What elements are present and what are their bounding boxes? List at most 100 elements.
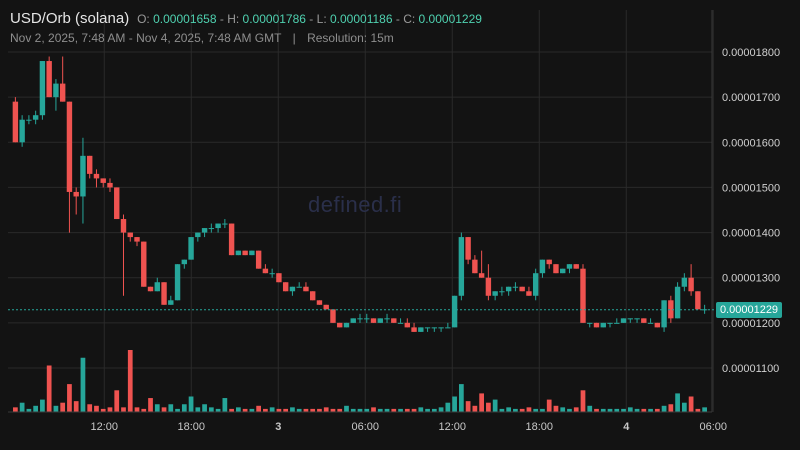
candle xyxy=(418,327,424,332)
volume-bar xyxy=(296,408,302,412)
candle-body xyxy=(59,83,66,102)
candle-body xyxy=(337,322,343,328)
volume-bar xyxy=(100,408,106,412)
candle xyxy=(32,110,39,125)
candle xyxy=(46,56,52,98)
candle xyxy=(147,286,154,292)
last-price-badge: 0.00001229 xyxy=(716,301,782,318)
candle xyxy=(323,304,329,310)
volume-bar xyxy=(472,405,478,412)
candle xyxy=(53,79,59,111)
high-value: 0.00001786 xyxy=(242,12,306,26)
candle-body xyxy=(343,322,350,328)
volume-bar xyxy=(94,405,99,412)
volume-bar xyxy=(391,408,397,412)
volume-bar xyxy=(438,407,444,412)
candle-body xyxy=(73,191,79,197)
volume-bar xyxy=(188,396,194,412)
candle xyxy=(661,300,667,332)
y-tick-label: 0.00001200 xyxy=(722,318,780,330)
candle xyxy=(397,318,404,324)
volume-bar xyxy=(344,405,349,412)
volume-bar xyxy=(283,408,289,412)
candle xyxy=(330,309,336,323)
high-label: H: xyxy=(227,12,240,26)
volume-bar xyxy=(627,407,633,412)
volume-bar xyxy=(127,350,133,412)
candle xyxy=(228,223,235,256)
candle-body xyxy=(418,327,424,332)
candle xyxy=(161,282,167,305)
candle xyxy=(553,264,559,274)
volume-bar xyxy=(506,407,512,412)
candle-body xyxy=(499,291,505,293)
candle xyxy=(674,282,681,319)
candle xyxy=(276,273,282,283)
volume-bar xyxy=(364,408,370,412)
volume-bar xyxy=(303,408,309,412)
candle-body xyxy=(377,318,383,323)
candle-body xyxy=(12,101,19,143)
candle xyxy=(174,264,181,301)
candle-body xyxy=(141,241,147,287)
volume-bar xyxy=(73,401,79,412)
candle xyxy=(438,327,444,332)
candle xyxy=(519,286,525,292)
candle-body xyxy=(19,119,25,143)
volume-bar xyxy=(13,407,18,412)
candle xyxy=(688,264,694,296)
candle-body xyxy=(492,291,498,296)
candle xyxy=(391,318,397,323)
candle xyxy=(26,115,32,125)
date-range: Nov 2, 2025, 7:48 AM - Nov 4, 2025, 7:48… xyxy=(10,31,282,45)
candle-body xyxy=(566,264,573,269)
volume-bar xyxy=(634,408,640,412)
volume-bar xyxy=(587,405,593,412)
volume-bar xyxy=(33,405,39,412)
candle-body xyxy=(289,286,296,292)
candle-body xyxy=(26,119,32,121)
volume-bar xyxy=(492,399,498,412)
candle xyxy=(337,322,343,328)
candle-body xyxy=(39,61,46,116)
volume-bar xyxy=(621,408,626,412)
candle xyxy=(546,259,552,269)
candle xyxy=(641,318,647,323)
candle xyxy=(627,318,633,323)
volume-bar xyxy=(445,402,451,412)
candle xyxy=(66,101,73,233)
volume-bar xyxy=(654,408,660,412)
candle xyxy=(668,295,674,323)
x-tick-label: 06:00 xyxy=(699,421,727,433)
watermark: defined.fi xyxy=(308,192,403,217)
ohlc-readout: O: 0.00001658 - H: 0.00001786 - L: 0.000… xyxy=(137,12,482,26)
volume-bar xyxy=(526,407,532,412)
volume-bar xyxy=(519,408,525,412)
low-label: L: xyxy=(316,12,327,26)
close-value: 0.00001229 xyxy=(418,12,482,26)
candle-body xyxy=(465,237,471,260)
candle xyxy=(59,56,66,102)
volume-bar xyxy=(688,396,694,412)
volume-bar xyxy=(175,408,180,412)
candle xyxy=(607,322,613,328)
candle-body xyxy=(114,187,120,220)
candle-body xyxy=(32,115,39,120)
candle-body xyxy=(580,268,586,323)
candle-body xyxy=(647,322,654,324)
candle-body xyxy=(472,259,478,274)
candle xyxy=(93,169,100,188)
candle-body xyxy=(641,318,647,323)
candle-body xyxy=(296,286,302,288)
candle-body xyxy=(316,300,323,305)
x-tick-label: 18:00 xyxy=(177,421,205,433)
candle-body xyxy=(364,318,370,320)
x-tick-label: 3 xyxy=(275,421,281,433)
volume-bar xyxy=(161,407,167,412)
candle xyxy=(282,282,289,292)
candle-body xyxy=(357,318,363,320)
volume-bar xyxy=(695,408,701,412)
candle-body xyxy=(438,327,444,329)
candle xyxy=(127,232,133,242)
